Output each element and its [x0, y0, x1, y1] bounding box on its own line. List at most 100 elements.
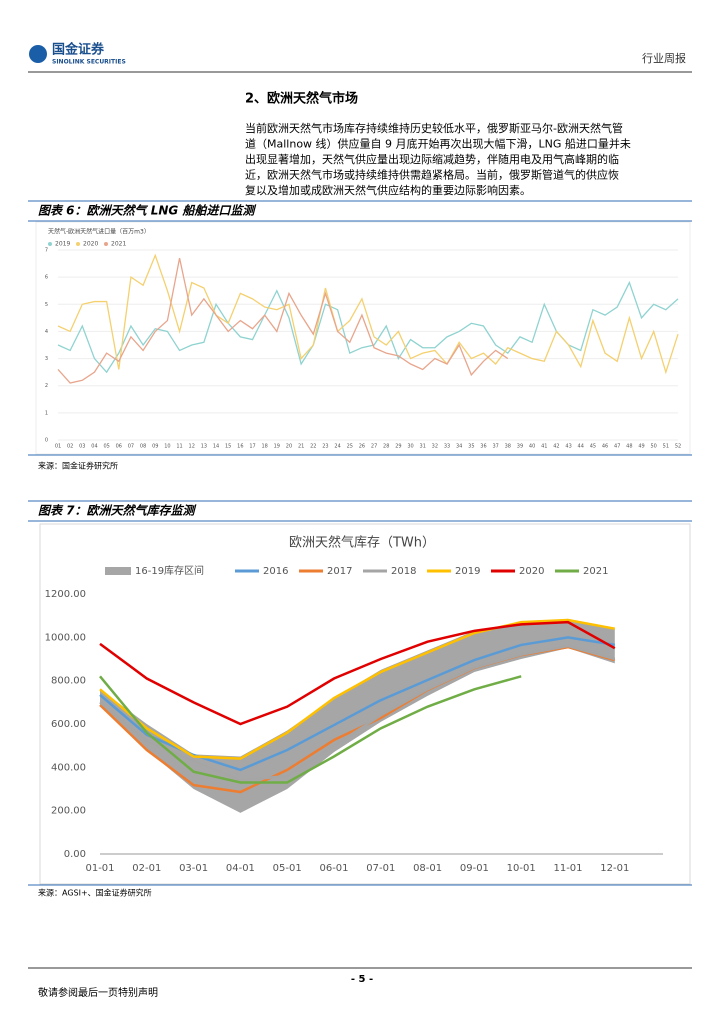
x-tick-label: 41	[541, 444, 547, 450]
report-type: 行业周报	[642, 51, 686, 65]
x-tick-label: 17	[249, 444, 255, 450]
legend-label: 2021	[583, 566, 608, 577]
x-tick-label: 29	[395, 444, 401, 450]
legend-label: 2020	[83, 241, 98, 248]
y-tick-label: 0.00	[64, 849, 86, 860]
series-line	[57, 258, 509, 384]
x-tick-label: 13	[201, 444, 207, 450]
x-tick-label: 05-01	[273, 863, 302, 874]
logo-icon	[29, 45, 47, 63]
x-tick-label: 34	[456, 444, 462, 450]
section-heading: 2、欧洲天然气市场	[245, 91, 358, 107]
x-tick-label: 24	[334, 444, 340, 450]
paragraph-line: 出现显著增加，天然气供应量出现边际缩减趋势，伴随用电及用气高峰期的临	[245, 152, 619, 166]
x-tick-label: 06	[116, 444, 122, 450]
y-tick-label: 7	[45, 248, 48, 254]
page-number: - 5 -	[351, 974, 373, 985]
x-tick-label: 10	[164, 444, 170, 450]
legend-swatch	[104, 242, 108, 246]
chart-storage: 欧洲天然气库存（TWh） 0.00 200.00 400.00 600.00 800.00…	[45, 535, 663, 874]
x-tick-label: 11-01	[553, 863, 582, 874]
x-tick-label: 51	[663, 444, 669, 450]
x-tick-label: 12-01	[600, 863, 629, 874]
x-tick-label: 30	[407, 444, 413, 450]
x-tick-label: 49	[638, 444, 644, 450]
x-tick-label: 47	[614, 444, 620, 450]
x-tick-label: 14	[213, 444, 219, 450]
x-tick-label: 31	[420, 444, 426, 450]
y-tick-label: 0	[45, 438, 48, 444]
x-tick-label: 15	[225, 444, 231, 450]
x-tick-label: 02	[67, 444, 73, 450]
x-tick-label: 07-01	[366, 863, 395, 874]
x-tick-label: 11	[176, 444, 182, 450]
x-tick-label: 04-01	[226, 863, 255, 874]
x-tick-label: 45	[590, 444, 596, 450]
x-tick-label: 19	[274, 444, 280, 450]
figure-source: 来源：国金证券研究所	[38, 461, 118, 471]
x-tick-label: 27	[371, 444, 377, 450]
legend-label: 2016	[263, 566, 288, 577]
chart-title: 天然气-欧洲天然气进口量（百万m3）	[48, 228, 150, 236]
y-tick-label: 5	[45, 302, 48, 308]
x-tick-label: 05	[103, 444, 109, 450]
x-tick-label: 04	[91, 444, 97, 450]
x-tick-label: 26	[359, 444, 365, 450]
legend-swatch	[48, 242, 52, 246]
chart-frame	[35, 221, 691, 455]
x-tick-label: 01-01	[85, 863, 114, 874]
figure-source: 来源：AGSI+、国金证券研究所	[38, 888, 152, 898]
x-tick-label: 38	[505, 444, 511, 450]
x-tick-label: 32	[432, 444, 438, 450]
y-tick-label: 1	[45, 410, 48, 416]
x-tick-label: 07	[128, 444, 134, 450]
x-tick-label: 42	[553, 444, 559, 450]
legend-label: 2019	[455, 566, 480, 577]
logo-text: 国金证券	[52, 42, 105, 58]
y-tick-label: 400.00	[51, 762, 86, 773]
y-tick-label: 3	[45, 356, 48, 362]
y-tick-label: 6	[45, 275, 48, 281]
legend-label: 2018	[391, 566, 416, 577]
x-tick-label: 40	[529, 444, 535, 450]
figure-caption: 图表 6：欧洲天然气 LNG 船舶进口监测	[38, 204, 256, 218]
paragraph-line: 道（Mallnow 线）供应量自 9 月底开始再次出现大幅下滑，LNG 船进口量…	[245, 137, 631, 151]
legend-label: 2019	[55, 241, 70, 248]
x-tick-label: 46	[602, 444, 608, 450]
x-tick-label: 48	[626, 444, 632, 450]
logo-en: SINOLINK SECURITIES	[52, 59, 126, 66]
x-tick-label: 33	[444, 444, 450, 450]
range-band	[100, 618, 615, 813]
y-tick-label: 4	[45, 329, 48, 335]
legend-swatch	[76, 242, 80, 246]
x-tick-label: 52	[675, 444, 681, 450]
x-tick-label: 44	[578, 444, 584, 450]
x-tick-label: 28	[383, 444, 389, 450]
x-tick-label: 09-01	[460, 863, 489, 874]
x-tick-label: 20	[286, 444, 292, 450]
x-tick-label: 08-01	[413, 863, 442, 874]
series-line	[57, 253, 679, 375]
y-tick-label: 600.00	[51, 719, 86, 730]
disclaimer: 敬请参阅最后一页特别声明	[38, 986, 158, 999]
x-tick-label: 03-01	[179, 863, 208, 874]
x-tick-label: 12	[189, 444, 195, 450]
x-tick-label: 37	[492, 444, 498, 450]
legend-swatch	[105, 567, 131, 575]
y-tick-label: 200.00	[51, 806, 86, 817]
paragraph-line: 当前欧洲天然气市场库存持续维持历史较低水平，俄罗斯亚马尔-欧洲天然气管	[245, 121, 623, 135]
x-tick-label: 18	[261, 444, 267, 450]
series-line	[99, 675, 522, 784]
y-tick-label: 2	[45, 383, 48, 389]
paragraph-line: 复以及增加或成欧洲天然气供应结构的重要边际影响因素。	[245, 183, 531, 197]
chart-title: 欧洲天然气库存（TWh）	[289, 535, 435, 551]
legend-label: 2021	[111, 241, 126, 248]
paragraph: 当前欧洲天然气市场库存持续维持历史较低水平，俄罗斯亚马尔-欧洲天然气管道（Mal…	[245, 121, 631, 197]
x-tick-label: 03	[79, 444, 85, 450]
x-tick-label: 50	[650, 444, 656, 450]
x-tick-label: 02-01	[132, 863, 161, 874]
x-tick-label: 43	[565, 444, 571, 450]
x-tick-label: 06-01	[319, 863, 348, 874]
